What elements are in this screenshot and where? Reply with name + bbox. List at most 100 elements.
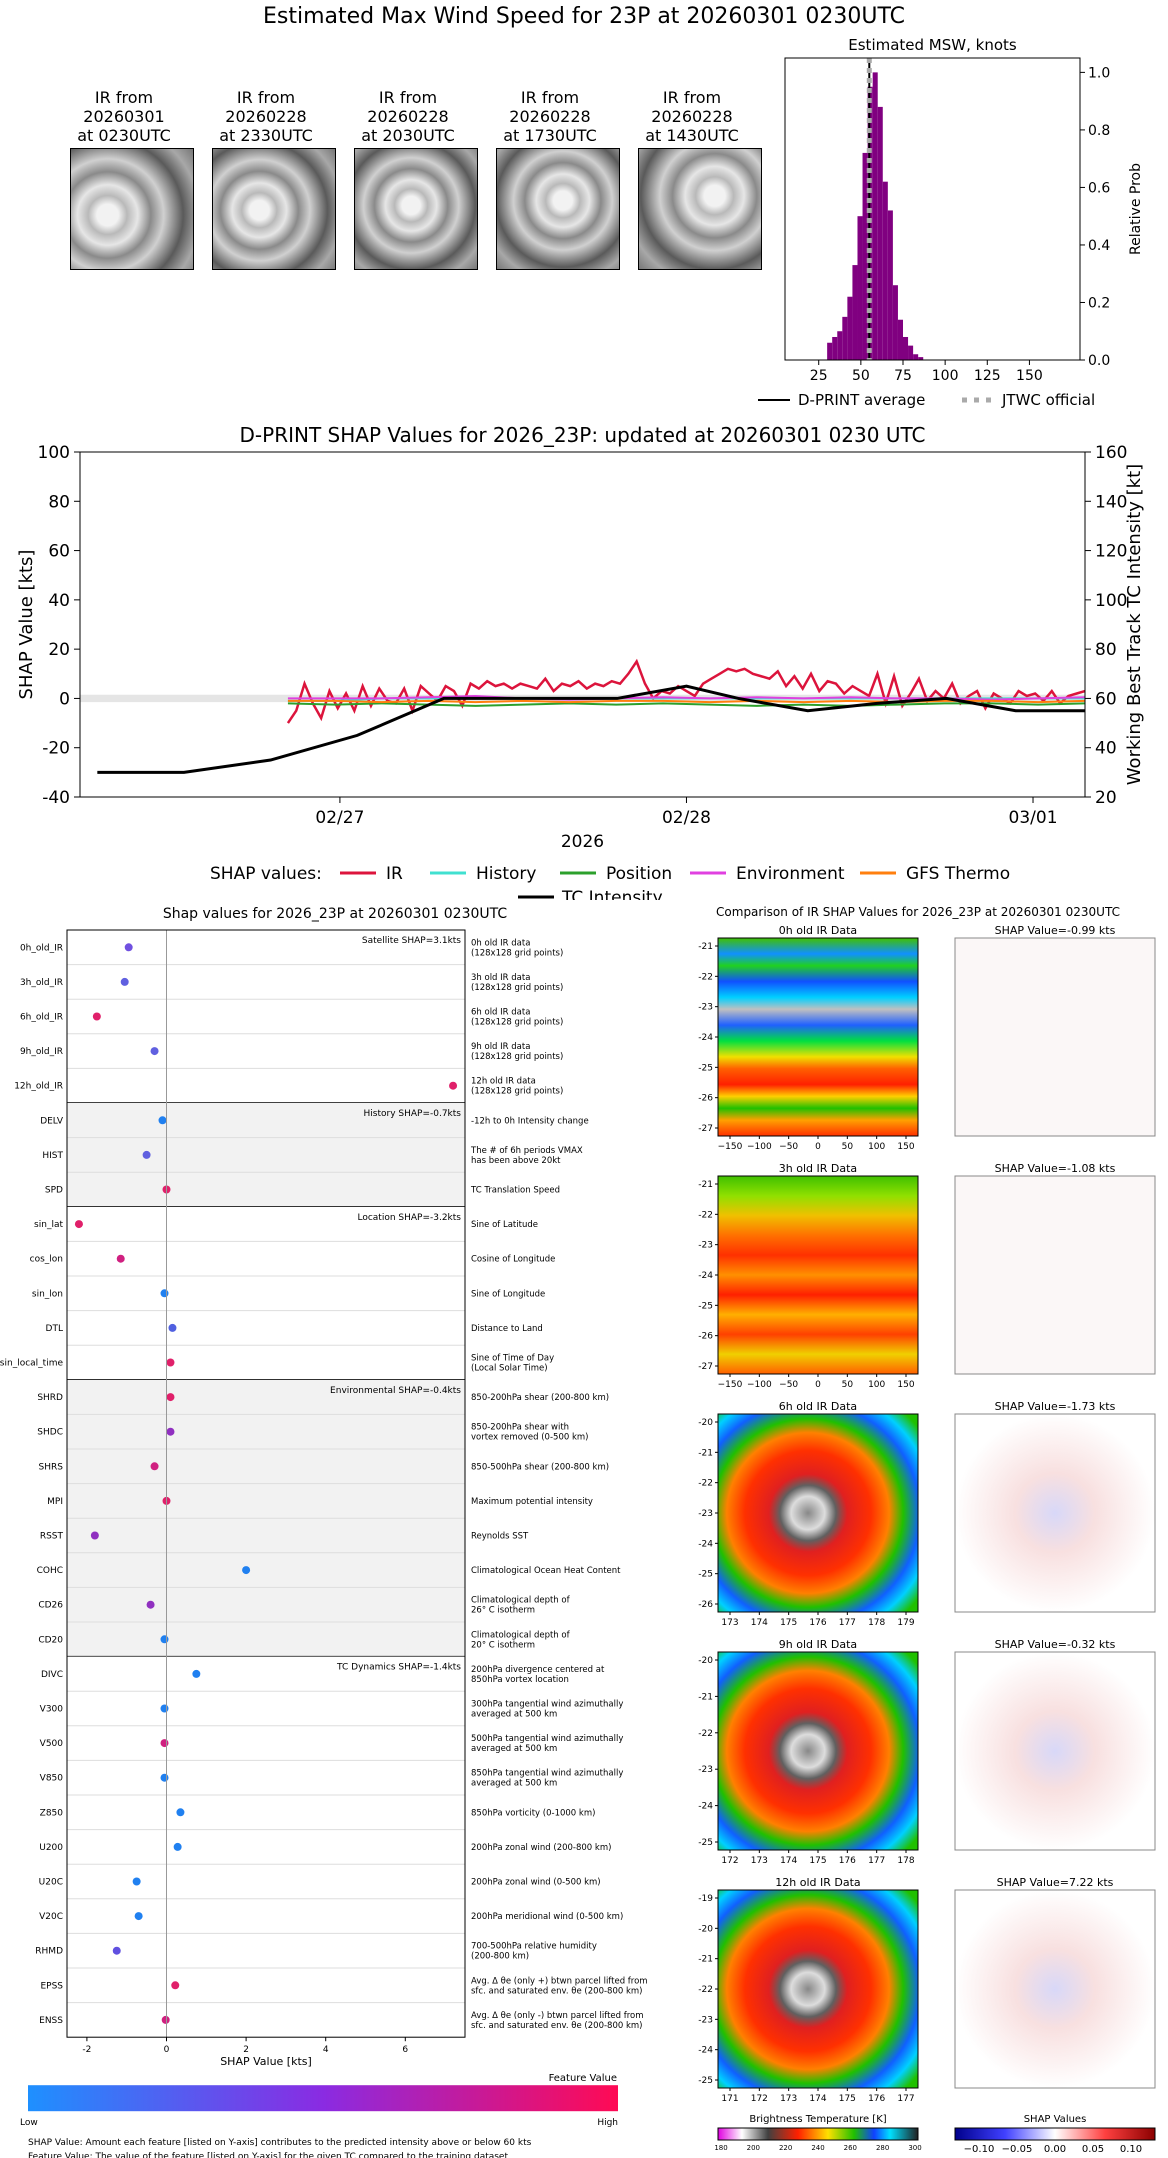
ir-thumbnail-title: IR from 20260228 at 1430UTC — [645, 88, 739, 145]
feature-label: ENSS — [39, 2016, 63, 2026]
ir-satellite-image-icon — [70, 148, 194, 270]
feature-description: TC Translation Speed — [470, 1186, 560, 1196]
x-tick-label: 125 — [974, 368, 1001, 384]
y-tick-label: -25 — [698, 1063, 713, 1073]
timeseries-ylabel-right: Working Best Track TC Intensity [kt] — [1124, 464, 1145, 785]
x-tick-label: −150 — [718, 1142, 743, 1152]
y-tick-label: -25 — [698, 1301, 713, 1311]
shap-colorbar-tick: 0.00 — [1044, 2144, 1066, 2155]
y-tick-label: 0.2 — [1088, 295, 1110, 311]
feature-label: sin_lat — [34, 1220, 63, 1230]
feature-description: vortex removed (0-500 km) — [471, 1433, 588, 1443]
feature-description: 0h old IR data — [471, 938, 530, 948]
x-tick-label: 0 — [815, 1142, 821, 1152]
feature-description: 850-200hPa shear with — [471, 1423, 569, 1433]
feature-shap-point — [166, 1427, 175, 1436]
y-right-tick-label: 80 — [1095, 640, 1117, 660]
feature-label: 12h_old_IR — [14, 1082, 63, 1092]
y-tick-label: -20 — [698, 1924, 713, 1934]
x-tick-label: 50 — [842, 1380, 854, 1390]
x-tick-label: 150 — [897, 1380, 914, 1390]
ir-comparison-panels: Comparison of IR SHAP Values for 2026_23… — [698, 905, 1156, 2155]
ir-thumbnail-title: IR from 20260228 at 1730UTC — [503, 88, 597, 145]
feature-shap-point — [242, 1566, 251, 1575]
histogram-bar — [877, 106, 883, 361]
shap-heatmap-image — [954, 1175, 1156, 1375]
feature-description: 850hPa vorticity (0-1000 km) — [471, 1808, 595, 1818]
feature-description: Climatological Ocean Heat Content — [471, 1566, 621, 1576]
y-tick-label: -24 — [698, 1539, 713, 1549]
y-tick-label: -20 — [42, 739, 70, 759]
y-tick-label: 0.0 — [1088, 353, 1110, 369]
feature-description: averaged at 500 km — [471, 1744, 557, 1754]
feature-description: Climatological depth of — [471, 1596, 571, 1606]
x-tick-label: 172 — [751, 2094, 768, 2104]
feature-description: Avg. Δ θe (only +) btwn parcel lifted fr… — [471, 1976, 648, 1986]
feature-group-title: History SHAP=-0.7kts — [364, 1109, 462, 1119]
ir-brightness-image — [717, 1175, 919, 1375]
x-tick-label: −150 — [718, 1380, 743, 1390]
legend-label: History — [476, 864, 536, 884]
feature-label: 3h_old_IR — [20, 978, 63, 988]
x-tick-label: 179 — [897, 1618, 914, 1628]
x-tick-label: 4 — [323, 2045, 329, 2055]
feature-group-band — [67, 930, 465, 1103]
feature-shap-point — [168, 1323, 177, 1332]
histogram-bar — [827, 342, 833, 360]
feature-label: EPSS — [40, 1981, 63, 1991]
x-tick-label: 150 — [1016, 368, 1043, 384]
feature-label: RHMD — [35, 1947, 63, 1957]
feature-description: Reynolds SST — [471, 1532, 529, 1542]
feature-shap-point — [158, 1116, 167, 1125]
legend-label: Environment — [736, 864, 845, 884]
x-tick-label: 178 — [868, 1618, 885, 1628]
x-tick-label: 50 — [842, 1142, 854, 1152]
y-tick-label: -24 — [698, 2046, 713, 2056]
feature-group-title: TC Dynamics SHAP=-1.4kts — [336, 1663, 461, 1673]
histogram-bar — [852, 265, 858, 360]
shap-colorbar-title: SHAP Values — [1024, 2114, 1087, 2125]
shap-heatmap-image — [954, 1651, 1156, 1851]
ir-panel-title: 9h old IR Data — [779, 1638, 857, 1651]
y-right-tick-label: 120 — [1095, 542, 1127, 562]
x-tick-label: 150 — [897, 1142, 914, 1152]
x-tick-label: 50 — [852, 368, 870, 384]
feature-description: (128x128 grid points) — [471, 1052, 563, 1062]
bt-colorbar — [717, 2127, 919, 2141]
timeseries-frame — [79, 451, 1086, 798]
feature-chart-title: Shap values for 2026_23P at 20260301 023… — [163, 906, 508, 922]
y-tick-label: -22 — [698, 1479, 713, 1489]
ir-panel-title: 6h old IR Data — [779, 1400, 857, 1413]
feature-label: SHDC — [37, 1428, 63, 1438]
ir-satellite-image-icon — [638, 148, 762, 270]
y-tick-label: -22 — [698, 972, 713, 982]
feature-group-title: Environmental SHAP=-0.4kts — [330, 1386, 461, 1396]
histogram-bar — [892, 285, 898, 360]
x-tick-label: 173 — [721, 1618, 738, 1628]
ir-panel-title: 3h old IR Data — [779, 1162, 857, 1175]
y-tick-label: -21 — [698, 942, 713, 952]
feature-group-band — [67, 1206, 465, 1380]
feature-description: (128x128 grid points) — [471, 948, 563, 958]
y-tick-label: -20 — [698, 1656, 713, 1666]
feature-colorbar-high: High — [597, 2118, 618, 2128]
feature-shap-point — [150, 1047, 159, 1056]
feature-shap-point — [161, 2015, 170, 2024]
histogram-bar — [887, 210, 893, 360]
x-tick-label: −50 — [779, 1142, 798, 1152]
x-tick-label: 171 — [721, 2094, 738, 2104]
feature-shap-point — [132, 1877, 141, 1886]
bt-colorbar-tick: 200 — [747, 2144, 760, 2152]
x-tick-label: 6 — [402, 2045, 408, 2055]
feature-shap-point — [160, 1739, 169, 1748]
y-tick-label: -20 — [698, 1418, 713, 1428]
feature-label: V500 — [40, 1739, 64, 1749]
y-tick-label: 20 — [48, 640, 70, 660]
x-tick-label: 100 — [932, 368, 959, 384]
feature-label: 6h_old_IR — [20, 1013, 63, 1023]
feature-shap-point — [74, 1220, 83, 1229]
feature-description: 200hPa divergence centered at — [471, 1665, 605, 1675]
shap-colorbar — [954, 2127, 1156, 2141]
y-tick-label: 1.0 — [1088, 65, 1110, 81]
histogram-bar — [903, 336, 909, 360]
